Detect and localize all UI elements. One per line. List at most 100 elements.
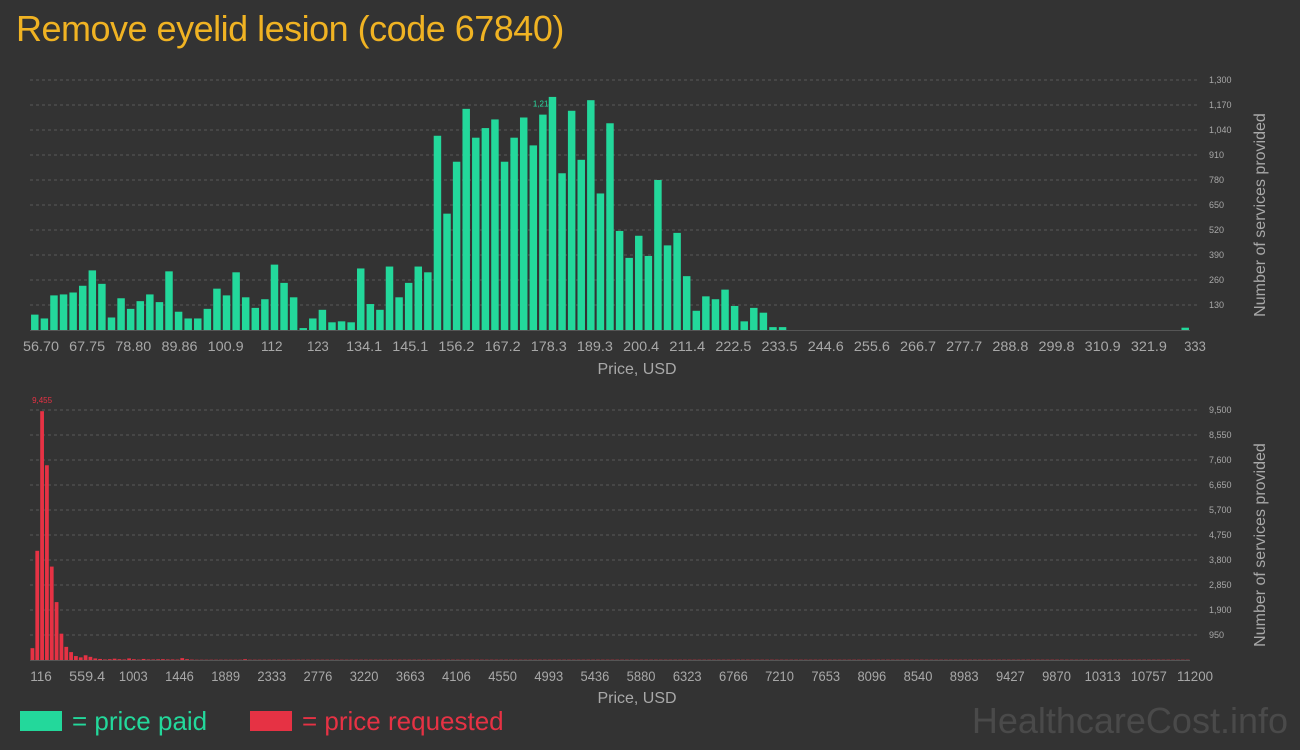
x-tick-label: 11200 — [1177, 668, 1213, 684]
y-tick-label: 3,800 — [1209, 555, 1232, 565]
bar — [635, 235, 643, 330]
bar — [443, 213, 451, 330]
x-tick-label: 167.2 — [485, 338, 521, 354]
bar — [59, 633, 64, 660]
y-tick-label: 8,550 — [1209, 430, 1232, 440]
bar — [241, 297, 250, 330]
bar — [69, 292, 77, 330]
bar — [243, 659, 247, 660]
x-tick-label: 222.5 — [715, 338, 751, 354]
x-tick-label: 321.9 — [1131, 338, 1167, 354]
bar — [180, 658, 185, 660]
legend-paid: = price paid — [20, 705, 207, 737]
x-tick-label: 56.70 — [23, 338, 59, 354]
bar — [366, 304, 375, 330]
x-tick-label: 8983 — [950, 668, 979, 684]
x-tick-label: 3220 — [350, 668, 379, 684]
bar — [126, 308, 135, 330]
x-tick-label: 1003 — [119, 668, 148, 684]
bar — [491, 119, 499, 330]
bar — [750, 307, 758, 330]
bar — [376, 309, 384, 330]
x-tick-label: 8096 — [857, 668, 886, 684]
y-tick-label: 6,650 — [1209, 480, 1232, 490]
bar — [337, 321, 346, 330]
y-tick-label: 1,300 — [1209, 75, 1232, 85]
bar — [45, 465, 49, 660]
y-tick-label: 7,600 — [1209, 455, 1232, 465]
y-tick-label: 650 — [1209, 200, 1224, 210]
bar — [577, 159, 585, 330]
y-tick-label: 260 — [1209, 275, 1224, 285]
y-tick-label: 950 — [1209, 630, 1224, 640]
bar — [654, 180, 662, 330]
bar — [433, 135, 442, 330]
bar — [472, 137, 480, 330]
bar — [424, 272, 432, 330]
bar — [587, 100, 595, 330]
y-tick-label: 4,750 — [1209, 530, 1232, 540]
x-tick-label: 211.4 — [669, 338, 705, 354]
x-tick-label: 2333 — [257, 668, 286, 684]
bar — [107, 659, 112, 660]
bar — [519, 117, 528, 330]
bar — [88, 270, 97, 330]
bar — [328, 322, 336, 330]
bar — [146, 294, 154, 330]
y-tick-label: 780 — [1209, 175, 1224, 185]
legend-paid-label: = price paid — [72, 705, 208, 736]
y-tick-label: 5,700 — [1209, 505, 1232, 515]
bar — [759, 312, 768, 330]
legend-requested-label: = price requested — [302, 705, 504, 736]
bar — [50, 295, 58, 330]
bar — [35, 550, 40, 660]
bar — [510, 137, 518, 330]
bar — [385, 266, 394, 330]
x-tick-label: 10313 — [1085, 668, 1121, 684]
bar — [567, 110, 576, 331]
bar — [625, 257, 633, 330]
y-axis-title: Number of services provided — [1252, 443, 1269, 647]
x-tick-label: 116 — [30, 668, 52, 684]
bar — [185, 659, 189, 660]
x-tick-label: 333 — [1184, 338, 1206, 354]
paid-swatch — [20, 711, 62, 731]
bar — [78, 657, 83, 660]
bar — [414, 266, 423, 330]
x-tick-label: 4550 — [488, 668, 517, 684]
watermark: HealthcareCost.info — [971, 700, 1288, 741]
requested-histogram: 950 1,900 2,850 3,800 4,750 5,700 6,650 7,600 8,… — [30, 396, 1269, 707]
x-tick-label: 4106 — [442, 668, 471, 684]
bar — [78, 285, 87, 330]
bar — [778, 327, 787, 330]
x-tick-label: 9427 — [996, 668, 1025, 684]
y-tick-label: 910 — [1209, 150, 1224, 160]
bar — [395, 297, 403, 330]
bar — [161, 659, 165, 660]
bar — [702, 296, 710, 330]
bar — [31, 314, 39, 330]
x-axis-title: Price, USD — [597, 361, 676, 378]
bar — [54, 602, 59, 660]
bar — [155, 302, 164, 330]
x-tick-label: 189.3 — [577, 338, 613, 354]
bar — [558, 173, 566, 330]
bar — [347, 322, 355, 330]
bar — [141, 658, 146, 660]
chart-title: Remove eyelid lesion (code 67840) — [16, 8, 564, 49]
bar — [769, 327, 777, 330]
bar — [64, 646, 69, 660]
bar — [146, 659, 151, 660]
x-tick-label: 266.7 — [900, 338, 936, 354]
x-tick-label: 244.6 — [808, 338, 844, 354]
bar — [194, 318, 202, 330]
bar — [481, 128, 490, 330]
x-tick-label: 1446 — [165, 668, 194, 684]
x-tick-label: 255.6 — [854, 338, 890, 354]
x-tick-label: 1889 — [211, 668, 240, 684]
bar — [170, 659, 175, 660]
legend-requested: = price requested — [250, 705, 504, 737]
bar — [500, 161, 509, 330]
bar — [103, 659, 107, 660]
bar — [156, 659, 160, 660]
